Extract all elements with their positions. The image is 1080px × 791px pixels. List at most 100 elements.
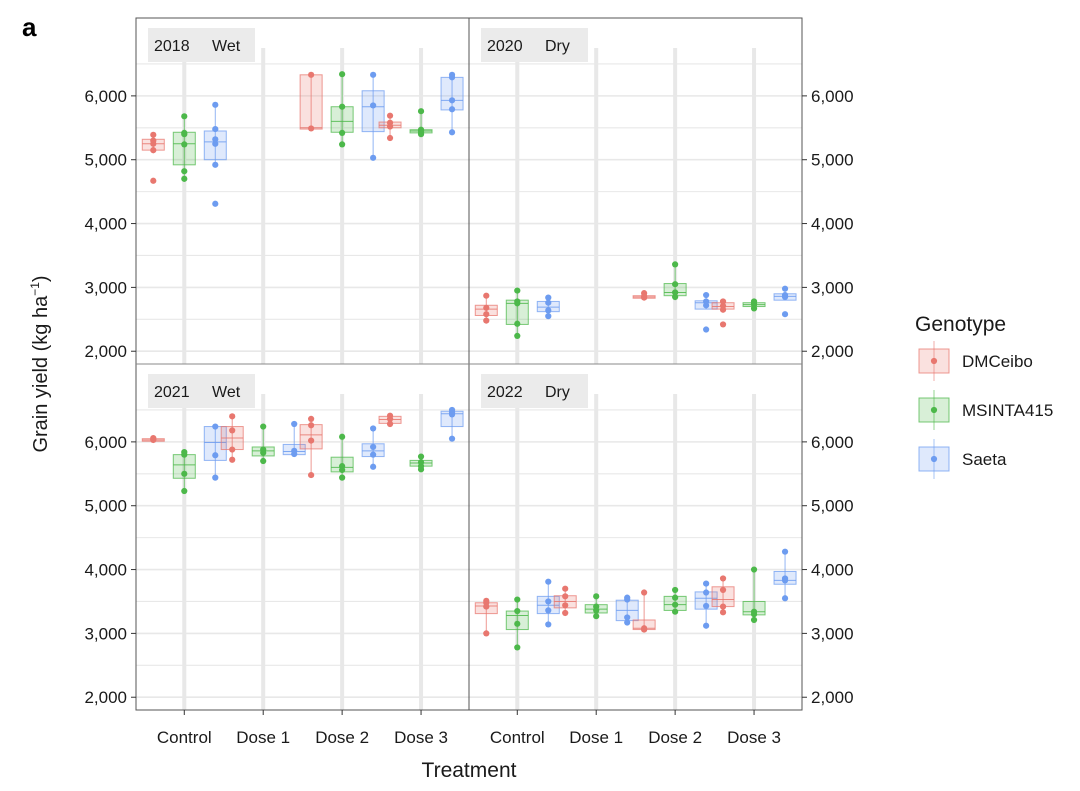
data-point	[719, 609, 727, 616]
data-point	[448, 106, 456, 113]
y-tick-label-right: 5,000	[811, 151, 854, 170]
panel-year-label: 2020	[487, 38, 523, 55]
data-point	[545, 598, 552, 605]
data-point	[672, 289, 679, 296]
data-point	[212, 125, 219, 133]
data-point	[703, 589, 710, 596]
data-point	[308, 471, 315, 479]
legend-label-dmceibo: DMCeibo	[962, 352, 1033, 371]
data-point	[703, 302, 710, 309]
data-point	[781, 577, 789, 584]
box-dose-3-msinta415	[742, 298, 766, 312]
x-tick-label: Dose 1	[236, 728, 290, 747]
y-tick-label-right: 6,000	[811, 87, 854, 106]
data-point	[181, 487, 188, 495]
data-point	[703, 291, 710, 299]
box-iqr	[440, 76, 464, 111]
data-point	[514, 287, 521, 294]
data-point	[150, 147, 157, 154]
legend-title: Genotype	[915, 313, 1007, 336]
box-control-msinta415	[172, 448, 196, 495]
box-dose-3-dmceibo	[378, 412, 402, 428]
box-control-msinta415	[505, 287, 529, 340]
box-dose-2-dmceibo	[632, 589, 656, 633]
data-point	[308, 71, 315, 78]
data-point	[483, 603, 490, 610]
data-point	[212, 101, 219, 108]
data-point	[417, 466, 425, 473]
box-dose-3-saeta	[773, 285, 797, 318]
box-control-msinta415	[172, 113, 196, 182]
data-point	[514, 300, 521, 307]
data-point	[483, 317, 490, 324]
data-point	[593, 593, 600, 600]
data-point	[562, 609, 569, 617]
data-point	[781, 285, 789, 292]
data-point	[229, 446, 236, 453]
data-point	[562, 593, 569, 600]
box-dose-2-msinta415	[663, 586, 687, 615]
data-point	[624, 619, 631, 626]
data-point	[545, 313, 552, 320]
data-point	[212, 452, 219, 459]
data-point	[181, 141, 188, 148]
data-point	[212, 474, 219, 481]
y-tick-label-right: 6,000	[811, 433, 854, 452]
data-point	[448, 97, 456, 104]
data-point	[624, 596, 631, 603]
legend-key-dmceibo	[918, 341, 950, 381]
data-point	[181, 131, 188, 138]
legend-key-saeta	[918, 439, 950, 479]
panel-condition-label: Dry	[545, 384, 570, 401]
data-point	[181, 175, 188, 182]
data-point	[672, 293, 679, 301]
data-point	[386, 123, 394, 130]
panel-condition-label: Dry	[545, 38, 570, 55]
data-point	[308, 125, 315, 132]
box-dose-3-msinta415	[409, 108, 433, 138]
data-point	[562, 602, 569, 609]
data-point	[308, 415, 315, 422]
data-point	[624, 614, 631, 621]
box-dose-2-saeta	[361, 71, 385, 161]
data-point	[703, 622, 710, 629]
data-point	[291, 450, 298, 458]
data-point	[386, 112, 394, 119]
box-control-dmceibo	[474, 292, 498, 324]
legend-point	[930, 357, 938, 365]
box-dose-3-msinta415	[742, 566, 766, 624]
data-point	[260, 423, 267, 430]
box-dose-2-dmceibo	[299, 71, 323, 132]
box-control-dmceibo	[141, 131, 165, 184]
box-dose-3-dmceibo	[378, 112, 402, 142]
data-point	[593, 613, 600, 620]
y-tick-label-left: 6,000	[84, 87, 127, 106]
panel-year-label: 2022	[487, 384, 523, 401]
legend-key-msinta415	[918, 390, 950, 430]
data-point	[229, 413, 236, 420]
x-tick-label: Control	[490, 728, 545, 747]
x-tick-label: Dose 3	[727, 728, 781, 747]
data-point	[339, 103, 346, 110]
data-point	[672, 608, 679, 615]
x-tick-label: Dose 2	[648, 728, 702, 747]
data-point	[672, 601, 679, 608]
y-axis-title-close: )	[30, 275, 52, 282]
data-point	[514, 644, 521, 651]
data-point	[417, 131, 425, 138]
box-dose-2-dmceibo	[632, 290, 656, 301]
panel-2021: 2021 Wet	[136, 374, 469, 710]
box-control-msinta415	[505, 596, 529, 651]
data-point	[750, 566, 758, 573]
box-dose-3-dmceibo	[711, 575, 735, 616]
panel-strip	[148, 28, 255, 62]
data-point	[641, 626, 648, 633]
box-dose-1-saeta	[615, 594, 639, 626]
box-dose-3-msinta415	[409, 453, 433, 473]
data-point	[641, 589, 648, 596]
data-point	[750, 611, 758, 618]
box-dose-1-saeta	[282, 420, 306, 458]
y-tick-label-left: 5,000	[84, 497, 127, 516]
data-point	[781, 548, 789, 555]
data-point	[703, 602, 710, 610]
